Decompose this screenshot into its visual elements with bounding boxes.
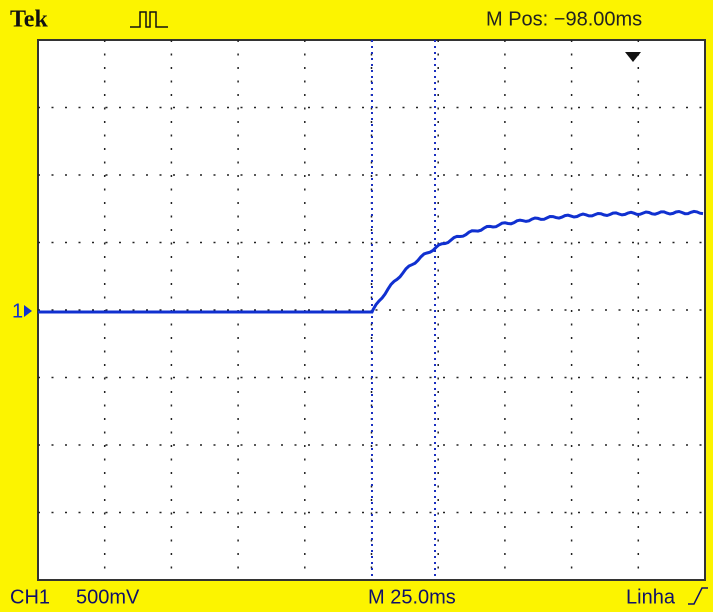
timebase: M 25.0ms: [368, 586, 456, 608]
page: {"header": {"brand": "Tek", "position": …: [0, 0, 713, 612]
channel-marker: 1: [12, 300, 23, 322]
oscilloscope-screen: Tek M Pos: −98.00ms 1 CH1 500mV M 25.0ms…: [0, 0, 713, 612]
horizontal-position: M Pos: −98.00ms: [486, 8, 642, 30]
brand: Tek: [10, 7, 48, 33]
trigger-source: Linha: [626, 586, 676, 608]
vertical-scale: 500mV: [76, 586, 140, 608]
channel-label: CH1: [10, 586, 50, 608]
